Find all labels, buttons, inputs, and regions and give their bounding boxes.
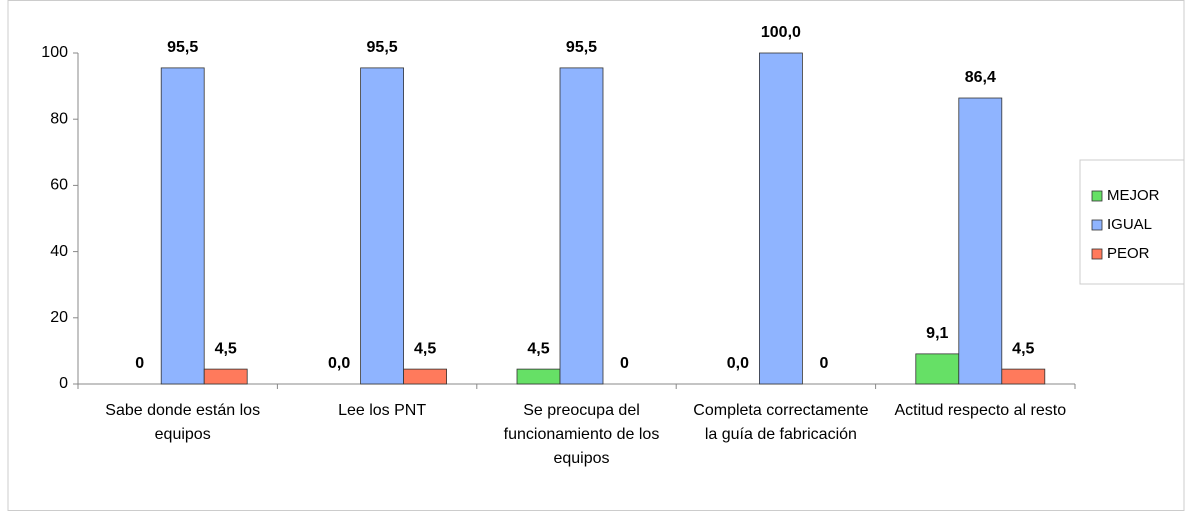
data-label: 4,5	[414, 340, 436, 357]
x-tick-label: Lee los PNT	[338, 402, 427, 419]
data-label: 95,5	[566, 39, 597, 56]
bar	[160, 67, 205, 385]
y-tick-label: 40	[50, 243, 68, 260]
bar	[759, 52, 803, 385]
y-tick-label: 80	[50, 110, 68, 127]
data-label: 95,5	[367, 39, 398, 56]
bar	[516, 368, 561, 385]
y-tick-label: 100	[41, 44, 68, 61]
legend-label: PEOR	[1107, 245, 1150, 262]
data-label: 0	[819, 355, 828, 372]
x-tick-label: Actitud respecto al resto	[894, 402, 1067, 419]
bar	[360, 67, 405, 385]
legend-label: IGUAL	[1107, 216, 1152, 233]
data-label: 86,4	[965, 69, 996, 86]
data-label: 100,0	[761, 24, 801, 41]
legend-label: MEJOR	[1107, 187, 1160, 204]
legend-swatch	[1091, 248, 1103, 260]
legend-swatch	[1091, 219, 1103, 231]
bar	[915, 353, 960, 385]
data-label: 0,0	[727, 355, 749, 372]
y-tick-label: 60	[50, 177, 68, 194]
data-label: 95,5	[167, 39, 198, 56]
y-tick-label: 0	[59, 375, 68, 392]
data-label: 0	[620, 355, 629, 372]
data-label: 0,0	[328, 355, 350, 372]
x-tick-label: Se preocupa del funcionamiento de los eq…	[503, 402, 660, 467]
data-label: 0	[135, 355, 144, 372]
x-tick-label: Completa correctamente la guía de fabric…	[693, 402, 869, 443]
data-label: 4,5	[215, 340, 237, 357]
data-label: 9,1	[926, 325, 948, 342]
data-label: 4,5	[1012, 340, 1034, 357]
y-tick-label: 20	[50, 309, 68, 326]
bar	[1001, 368, 1046, 385]
bar	[958, 97, 1003, 385]
x-tick-label: Sabe donde están los equipos	[105, 402, 261, 443]
bar	[203, 368, 248, 385]
bar	[559, 67, 604, 385]
bar	[403, 368, 448, 385]
data-label: 4,5	[527, 340, 549, 357]
legend-swatch	[1091, 190, 1103, 202]
